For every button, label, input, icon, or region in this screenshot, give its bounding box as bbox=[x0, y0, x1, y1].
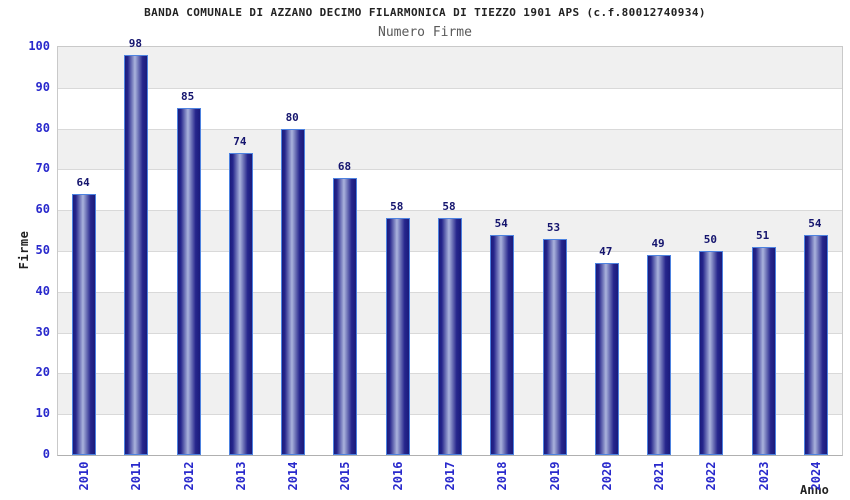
chart-subtitle: Numero Firme bbox=[378, 25, 472, 40]
row-band bbox=[58, 128, 842, 170]
y-tick-label: 10 bbox=[35, 406, 50, 421]
x-tick-label: 2014 bbox=[286, 461, 301, 491]
y-tick-label: 70 bbox=[35, 161, 50, 176]
bar bbox=[699, 251, 724, 455]
bar bbox=[228, 153, 253, 455]
x-tick-label: 2013 bbox=[233, 461, 248, 491]
gridline bbox=[58, 87, 842, 89]
bar-value-label: 54 bbox=[808, 216, 822, 230]
bar bbox=[333, 177, 358, 455]
bar bbox=[594, 263, 619, 455]
row-band bbox=[58, 47, 842, 88]
bar bbox=[438, 218, 462, 455]
bar-value-label: 58 bbox=[390, 200, 404, 214]
bar-value-label: 68 bbox=[337, 159, 352, 173]
bar-value-label: 74 bbox=[233, 135, 247, 149]
x-axis-title: Anno bbox=[800, 483, 829, 497]
bar bbox=[647, 255, 672, 455]
bar bbox=[751, 246, 776, 455]
bar-value-label: 85 bbox=[181, 90, 195, 104]
x-tick-label: 2017 bbox=[443, 461, 457, 491]
bar-value-label: 80 bbox=[285, 110, 299, 124]
x-tick-label: 2024 bbox=[808, 461, 823, 491]
y-tick-label: 80 bbox=[35, 120, 50, 135]
x-tick-label: 2012 bbox=[181, 461, 196, 491]
bar-value-label: 98 bbox=[128, 37, 143, 51]
y-tick-label: 30 bbox=[35, 324, 50, 339]
plot-area bbox=[57, 46, 843, 456]
bar-value-label: 49 bbox=[651, 237, 665, 251]
gridline bbox=[58, 169, 842, 171]
x-tick-label: 2015 bbox=[338, 461, 353, 491]
gridline bbox=[58, 128, 842, 130]
x-tick-label: 2019 bbox=[547, 461, 562, 491]
bar bbox=[281, 128, 306, 455]
bar bbox=[124, 55, 149, 455]
bar bbox=[72, 193, 97, 455]
x-tick-label: 2022 bbox=[704, 461, 719, 491]
bar bbox=[542, 238, 567, 455]
y-tick-label: 40 bbox=[35, 283, 50, 298]
y-tick-label: 50 bbox=[35, 243, 50, 257]
x-tick-label: 2021 bbox=[652, 461, 667, 491]
bar-value-label: 51 bbox=[755, 228, 770, 242]
x-tick-label: 2011 bbox=[129, 461, 144, 491]
bar bbox=[385, 218, 410, 455]
bar-value-label: 64 bbox=[76, 175, 90, 189]
bar-value-label: 54 bbox=[494, 216, 508, 230]
chart-title: BANDA COMUNALE DI AZZANO DECIMO FILARMON… bbox=[144, 6, 706, 19]
bar-value-label: 53 bbox=[546, 220, 561, 234]
bar-value-label: 47 bbox=[599, 245, 613, 259]
bar bbox=[490, 234, 515, 455]
y-tick-label: 100 bbox=[28, 39, 50, 53]
x-tick-label: 2023 bbox=[756, 461, 771, 491]
bar-value-label: 50 bbox=[703, 233, 717, 246]
y-tick-label: 20 bbox=[35, 365, 50, 380]
x-tick-label: 2016 bbox=[390, 461, 405, 491]
x-tick-label: 2018 bbox=[495, 461, 510, 491]
y-tick-label: 60 bbox=[35, 202, 50, 217]
bar bbox=[176, 108, 201, 455]
x-tick-label: 2010 bbox=[77, 461, 92, 491]
bar-value-label: 58 bbox=[442, 200, 456, 214]
y-tick-label: 90 bbox=[35, 79, 50, 94]
bar bbox=[803, 234, 828, 455]
y-tick-label: 0 bbox=[42, 447, 50, 461]
gridline bbox=[58, 210, 842, 212]
x-tick-label: 2020 bbox=[599, 461, 614, 491]
